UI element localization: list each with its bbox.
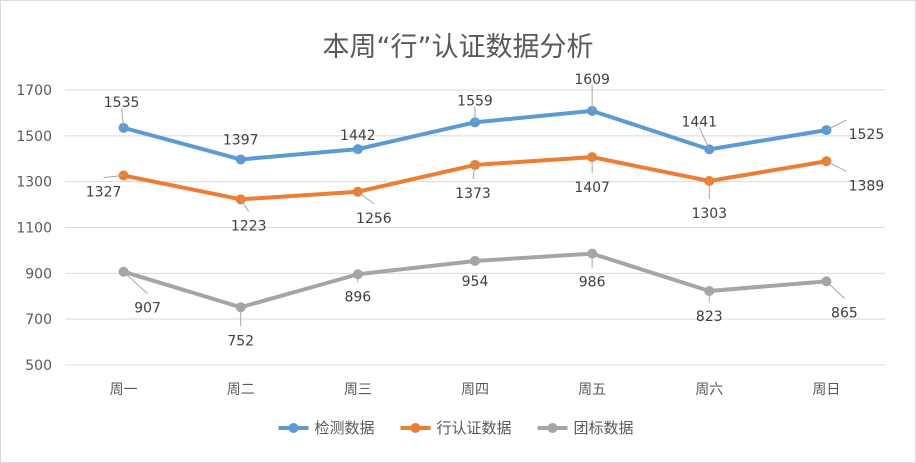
data-point (352, 144, 363, 155)
data-label: 1373 (455, 186, 491, 202)
data-labels: 1535 1397 1442 1559 1609 1441 1525 1327 1223 1256… (86, 72, 884, 349)
legend-item-1: 检测数据 (278, 419, 375, 437)
gridlines (65, 89, 885, 366)
x-tick-label: 周一 (110, 382, 138, 398)
leader-line (826, 280, 845, 299)
leader-line (103, 174, 124, 178)
data-point (235, 154, 246, 165)
leader-line (472, 164, 476, 180)
data-label: 752 (227, 333, 254, 349)
legend-marker (547, 423, 558, 433)
data-label: 1327 (86, 184, 122, 200)
data-point (470, 255, 480, 266)
data-label: 1389 (849, 178, 885, 194)
legend-item-3: 团标数据 (537, 419, 634, 437)
y-axis: 500 700 900 1100 1300 1500 1700 (16, 83, 52, 374)
leader-line (357, 191, 375, 205)
data-label: 1397 (223, 132, 259, 148)
x-tick-label: 周二 (227, 382, 255, 398)
x-tick-label: 周四 (461, 382, 489, 398)
legend-label: 团标数据 (574, 419, 634, 437)
x-tick-label: 周三 (344, 382, 372, 398)
data-label: 823 (696, 309, 723, 325)
data-label: 865 (831, 305, 858, 321)
data-label: 1223 (231, 218, 267, 234)
x-tick-label: 周六 (695, 382, 723, 398)
legend-marker (410, 423, 421, 433)
data-label: 1525 (849, 127, 885, 143)
x-axis: 周一 周二 周三 周四 周五 周六 周日 (110, 382, 841, 398)
data-label: 954 (462, 274, 489, 290)
y-tick-label: 1500 (16, 129, 52, 145)
y-tick-label: 500 (25, 358, 52, 374)
legend-label: 检测数据 (315, 419, 375, 437)
legend-marker (288, 423, 299, 433)
data-label: 1256 (356, 211, 392, 227)
leader-line (121, 107, 125, 128)
data-label: 1303 (691, 206, 727, 222)
data-label: 1441 (681, 114, 717, 130)
leader-line (826, 119, 847, 131)
y-tick-label: 1700 (16, 83, 52, 99)
y-tick-label: 1100 (16, 221, 52, 237)
y-tick-label: 900 (25, 266, 52, 282)
legend: 检测数据 行认证数据 团标数据 (278, 419, 634, 437)
data-label: 907 (134, 301, 161, 317)
leader-line (123, 271, 148, 295)
data-label: 986 (579, 275, 606, 291)
data-label: 1442 (340, 128, 376, 144)
x-tick-label: 周日 (812, 382, 840, 398)
legend-item-2: 行认证数据 (400, 419, 512, 437)
data-label: 1407 (574, 180, 610, 196)
data-label: 1559 (457, 93, 493, 109)
legend-label: 行认证数据 (437, 419, 512, 437)
data-label: 896 (344, 289, 371, 305)
leader-line (698, 127, 710, 150)
leader-line (240, 199, 250, 212)
x-tick-label: 周五 (578, 382, 606, 398)
leader-line (826, 160, 847, 172)
y-tick-label: 700 (25, 312, 52, 328)
chart-title: 本周“行”认证数据分析 (323, 32, 594, 63)
data-label: 1535 (104, 95, 140, 111)
y-tick-label: 1300 (16, 175, 52, 191)
data-label: 1609 (574, 72, 610, 88)
